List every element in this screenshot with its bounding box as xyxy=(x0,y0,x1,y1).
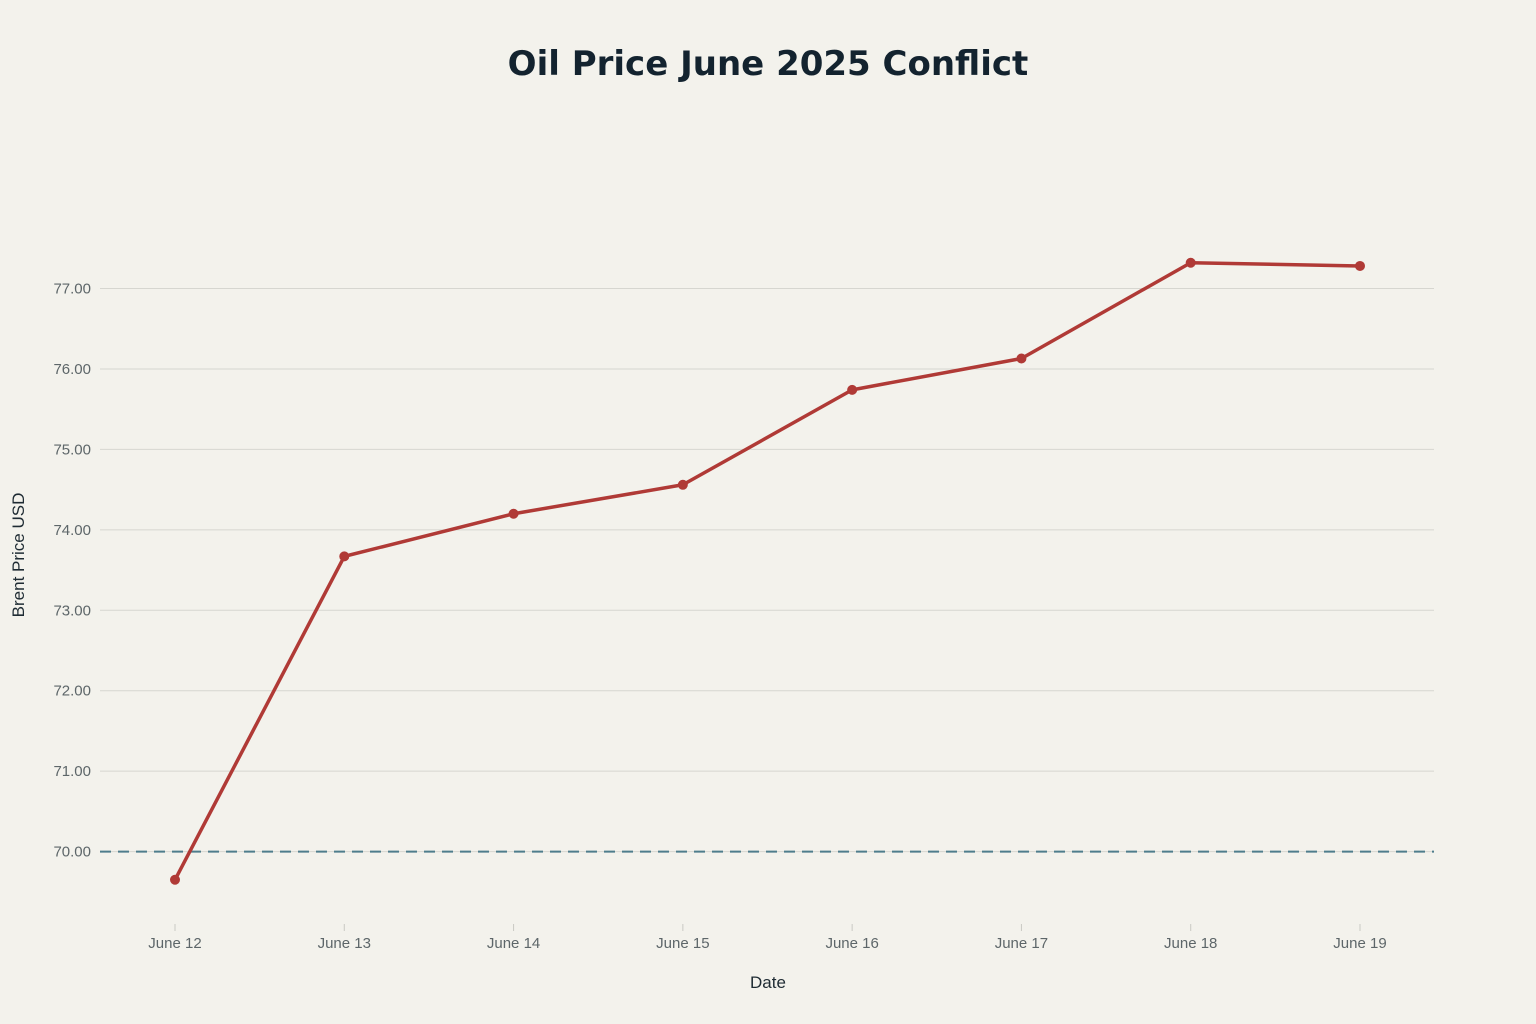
data-point xyxy=(1185,257,1196,268)
series-line xyxy=(173,260,1362,882)
x-tick-label: June 19 xyxy=(1333,935,1386,952)
x-tick-label: June 15 xyxy=(656,935,709,952)
x-tick-label: June 16 xyxy=(825,935,878,952)
data-point xyxy=(1016,353,1027,364)
x-axis-ticks: June 12 June 13 June 14 June 15 June 16 June … xyxy=(148,924,1387,952)
y-tick-label: 70.00 xyxy=(53,844,91,861)
data-point xyxy=(847,384,858,395)
x-tick-label: June 17 xyxy=(995,935,1048,952)
grid-lines xyxy=(100,287,1434,853)
series-layer xyxy=(170,257,1365,885)
y-tick-label: 73.00 xyxy=(53,602,91,619)
data-point xyxy=(1355,260,1365,271)
data-point xyxy=(170,874,180,885)
y-tick-label: 75.00 xyxy=(53,441,91,458)
data-point xyxy=(677,479,688,490)
y-tick-label: 71.00 xyxy=(53,763,91,780)
x-tick-label: June 13 xyxy=(318,935,371,952)
y-tick-label: 72.00 xyxy=(53,683,91,700)
x-tick-label: June 14 xyxy=(487,935,540,952)
data-point xyxy=(339,551,350,562)
y-axis-ticks: 70.00 71.00 72.00 73.00 74.00 75.00 76.00 77.00 xyxy=(53,280,91,860)
data-point xyxy=(508,508,519,519)
x-tick-label: June 12 xyxy=(148,935,201,952)
x-tick-label: June 18 xyxy=(1164,935,1217,952)
y-tick-label: 74.00 xyxy=(53,522,91,539)
chart-title: Oil Price June 2025 Conflict xyxy=(508,44,1029,84)
x-axis-title: Date xyxy=(750,973,786,992)
y-tick-label: 76.00 xyxy=(53,361,91,378)
y-axis-title: Brent Price USD xyxy=(9,493,28,618)
y-tick-label: 77.00 xyxy=(53,280,91,297)
